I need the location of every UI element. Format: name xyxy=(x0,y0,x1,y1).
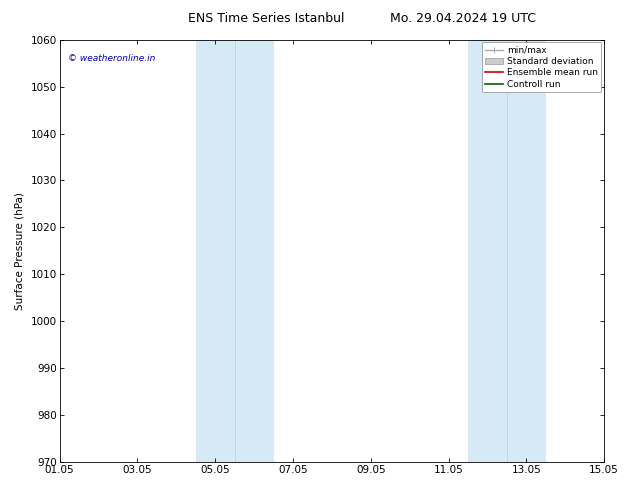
Bar xyxy=(235,40,273,462)
Bar xyxy=(196,40,235,462)
Bar xyxy=(507,40,546,462)
Bar xyxy=(468,40,507,462)
Text: ENS Time Series Istanbul: ENS Time Series Istanbul xyxy=(188,12,344,25)
Y-axis label: Surface Pressure (hPa): Surface Pressure (hPa) xyxy=(15,192,25,310)
Text: Mo. 29.04.2024 19 UTC: Mo. 29.04.2024 19 UTC xyxy=(390,12,536,25)
Text: © weatheronline.in: © weatheronline.in xyxy=(68,54,155,63)
Legend: min/max, Standard deviation, Ensemble mean run, Controll run: min/max, Standard deviation, Ensemble me… xyxy=(482,42,602,92)
